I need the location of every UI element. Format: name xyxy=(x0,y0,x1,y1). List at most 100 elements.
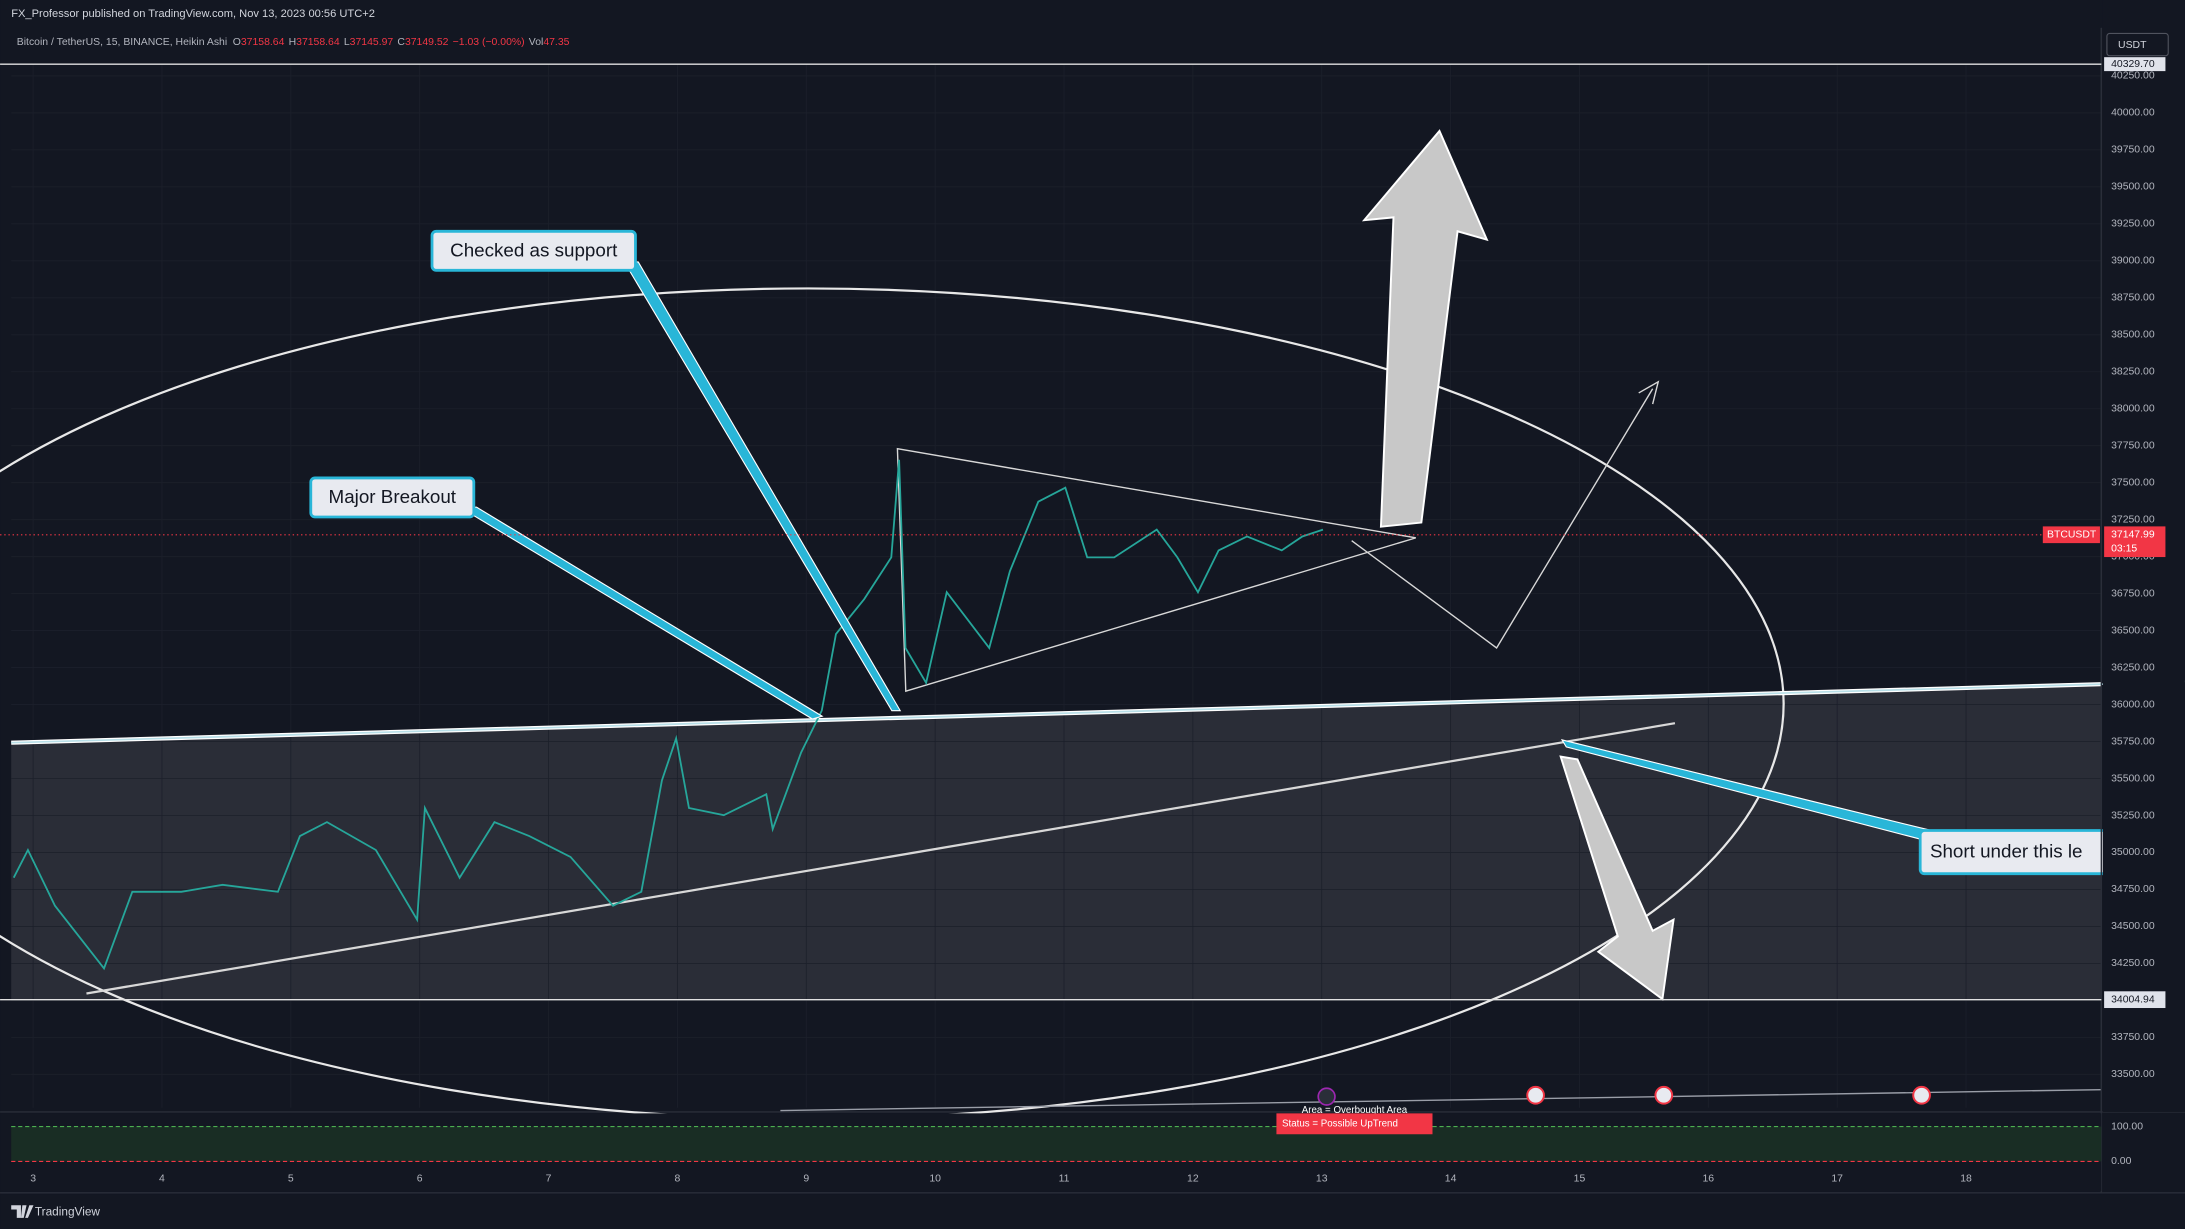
y-tick-label: 39500.00 xyxy=(2111,182,2155,193)
y-tick-label: 35750.00 xyxy=(2111,736,2155,747)
x-tick-label: 8 xyxy=(675,1174,681,1185)
event-icon[interactable] xyxy=(1526,1085,1545,1105)
indicator-tick-label: 100.00 xyxy=(2111,1121,2143,1132)
currency-button[interactable] xyxy=(2106,32,2169,57)
indicator-area-text: Area = Overbought Area xyxy=(1302,1105,1408,1116)
x-tick-label: 13 xyxy=(1316,1174,1328,1185)
countdown-label: 03:15 xyxy=(2111,543,2137,554)
y-tick-label: 39000.00 xyxy=(2111,256,2155,267)
change-value: −1.03 (−0.00%) xyxy=(453,37,525,48)
footer xyxy=(0,1194,2185,1229)
y-tick-label: 33750.00 xyxy=(2111,1032,2155,1043)
brand-logo xyxy=(11,1205,34,1218)
y-tick-label: 36750.00 xyxy=(2111,588,2155,599)
ohlc-key: H xyxy=(289,37,297,48)
callout-text: Major Breakout xyxy=(329,486,457,507)
volume-key: Vol xyxy=(529,37,544,48)
indicator-band xyxy=(11,1126,2102,1162)
arrow-up xyxy=(1361,129,1489,528)
y-tick-label: 35500.00 xyxy=(2111,773,2155,784)
ohlc-value: 37158.64 xyxy=(296,37,340,48)
x-tick-label: 6 xyxy=(417,1174,423,1185)
x-tick-label: 11 xyxy=(1059,1174,1070,1185)
event-icon[interactable] xyxy=(1912,1085,1931,1105)
event-icon[interactable] xyxy=(1317,1087,1336,1106)
path-arrowhead xyxy=(1638,380,1660,405)
breakout-line-inner xyxy=(11,683,2102,744)
symbol-name: Bitcoin / TetherUS, 15, BINANCE, Heikin … xyxy=(17,37,227,48)
symbol-label-box xyxy=(2042,526,2100,544)
callout-text: Short under this le xyxy=(1930,841,2083,862)
y-tick-label: 38750.00 xyxy=(2111,293,2155,304)
x-tick-label: 15 xyxy=(1574,1174,1586,1185)
event-icon[interactable] xyxy=(1654,1085,1674,1105)
symbol-label: BTCUSDT xyxy=(2047,530,2097,541)
y-tick-label: 40250.00 xyxy=(2111,71,2155,82)
y-tick-label: 37500.00 xyxy=(2111,477,2155,488)
y-tick-label: 36500.00 xyxy=(2111,625,2155,636)
ohlc-key: O xyxy=(233,37,241,48)
callout-text: Checked as support xyxy=(450,239,618,260)
x-tick-label: 7 xyxy=(546,1174,552,1185)
grid xyxy=(11,64,2102,1108)
price-label: 40329.70 xyxy=(2111,59,2155,70)
y-tick-label: 36250.00 xyxy=(2111,662,2155,673)
y-tick-label: 37750.00 xyxy=(2111,440,2155,451)
symbol-legend: Bitcoin / TetherUS, 15, BINANCE, Heikin … xyxy=(17,37,570,48)
x-tick-label: 4 xyxy=(159,1174,165,1185)
y-tick-label: 36000.00 xyxy=(2111,699,2155,710)
y-tick-label: 40000.00 xyxy=(2111,108,2155,119)
price-axis: 33500.0033750.0034000.0034250.0034500.00… xyxy=(2104,57,2166,1080)
y-tick-label: 35000.00 xyxy=(2111,847,2155,858)
x-tick-label: 3 xyxy=(30,1174,36,1185)
ohlc-value: 37145.97 xyxy=(350,37,394,48)
x-tick-label: 14 xyxy=(1445,1174,1457,1185)
y-tick-label: 38000.00 xyxy=(2111,404,2155,415)
y-tick-label: 38500.00 xyxy=(2111,330,2155,341)
volume-value: 47.35 xyxy=(543,37,569,48)
price-label-box xyxy=(2104,991,2166,1009)
y-tick-label: 35250.00 xyxy=(2111,810,2155,821)
indicator-tick-label: 0.00 xyxy=(2111,1156,2132,1167)
arrow-down xyxy=(1559,755,1675,1001)
indicator-status-text: Status = Possible UpTrend xyxy=(1282,1118,1398,1129)
brand-text: TradingView xyxy=(35,1204,101,1218)
y-tick-label: 37250.00 xyxy=(2111,514,2155,525)
y-tick-label: 34500.00 xyxy=(2111,921,2155,932)
x-tick-label: 9 xyxy=(803,1174,809,1185)
x-tick-label: 12 xyxy=(1187,1174,1199,1185)
path-drawing xyxy=(1351,388,1654,649)
y-tick-label: 38250.00 xyxy=(2111,367,2155,378)
x-tick-label: 10 xyxy=(929,1174,941,1185)
indicator-status-box xyxy=(1276,1113,1433,1135)
x-tick-label: 17 xyxy=(1831,1174,1843,1185)
y-tick-label: 34250.00 xyxy=(2111,958,2155,969)
y-tick-label: 33500.00 xyxy=(2111,1069,2155,1080)
indicator: 100.00 0.00 Area = Overbought Area Status =… xyxy=(11,1105,2143,1167)
ohlc-key: C xyxy=(397,37,405,48)
price-series xyxy=(12,459,1324,971)
y-tick-label: 39250.00 xyxy=(2111,219,2155,230)
y-tick-label: 34750.00 xyxy=(2111,884,2155,895)
trendline xyxy=(780,1088,2102,1112)
callout-box xyxy=(309,476,476,519)
price-label-box xyxy=(2104,57,2166,72)
publisher-line: FX_Professor published on TradingView.co… xyxy=(11,8,375,20)
ohlc-key: L xyxy=(344,37,350,48)
price-line xyxy=(12,459,1324,971)
callout-box xyxy=(430,229,637,272)
x-tick-label: 5 xyxy=(288,1174,294,1185)
x-tick-label: 16 xyxy=(1702,1174,1714,1185)
currency-text: USDT xyxy=(2118,40,2147,51)
trendline xyxy=(86,722,1676,995)
last-price-box xyxy=(2104,526,2166,558)
ohlc-value: 37149.52 xyxy=(405,37,449,48)
triangle-drawing xyxy=(896,447,1416,693)
last-price-label: 37147.99 xyxy=(2111,530,2155,541)
ohlc-value: 37158.64 xyxy=(241,37,285,48)
price-label: 34004.94 xyxy=(2111,994,2155,1005)
y-tick-label: 39750.00 xyxy=(2111,145,2155,156)
